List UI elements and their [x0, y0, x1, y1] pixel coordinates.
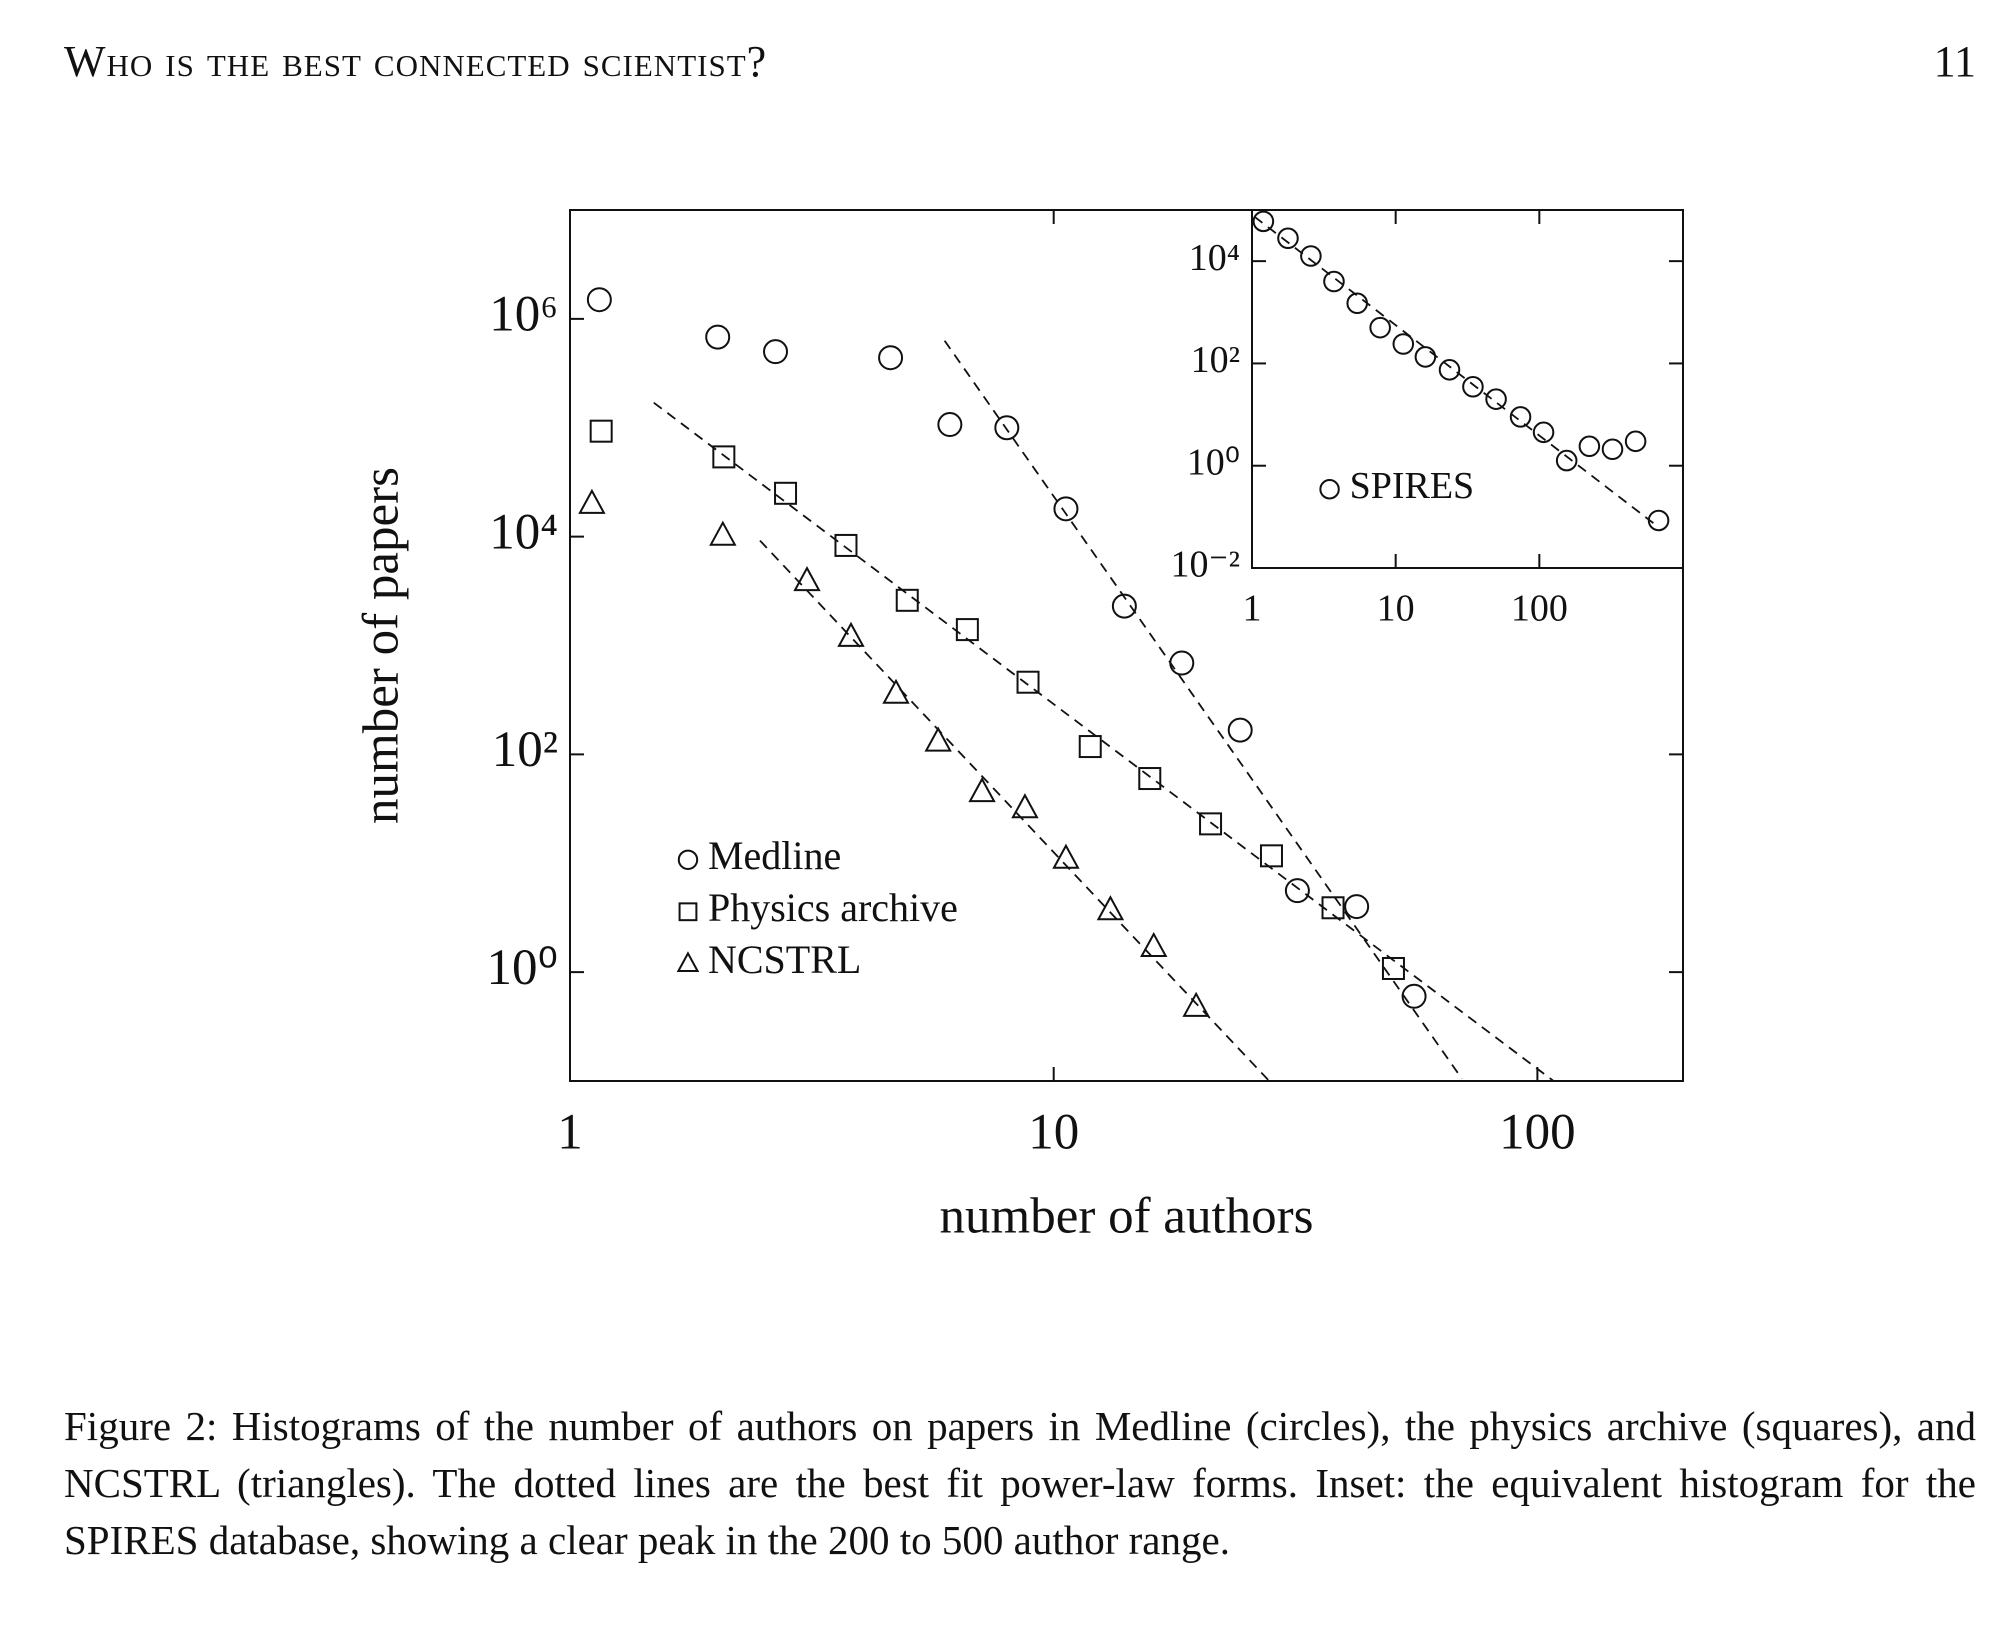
- square-marker: [1016, 670, 1040, 694]
- legend-marker: [677, 849, 699, 870]
- x-tick-label: 10: [1377, 588, 1415, 630]
- circle-marker: [1509, 406, 1532, 428]
- circle-marker: [1532, 421, 1555, 444]
- triangle-marker: [837, 621, 865, 647]
- circle-marker: [1392, 333, 1415, 355]
- y-tick-label: 10⁴: [489, 504, 558, 560]
- triangle-marker: [1052, 843, 1080, 869]
- figure-caption: Figure 2: Histograms of the number of au…: [64, 1403, 1976, 1563]
- legend-label: Medline: [708, 833, 841, 878]
- circle-marker: [1438, 359, 1461, 381]
- circle-marker: [1053, 496, 1079, 522]
- circle-marker: [1277, 227, 1299, 250]
- circle-marker: [1369, 316, 1391, 339]
- square-marker: [1199, 812, 1223, 836]
- triangle-marker: [1096, 895, 1125, 921]
- legend-marker: [678, 902, 698, 922]
- circle-marker: [1227, 717, 1253, 743]
- circle-marker: [1401, 983, 1427, 1009]
- running-head: Who is the best connected scientist?: [64, 37, 768, 86]
- circle-marker: [878, 345, 904, 371]
- x-tick-label: 100: [1499, 1105, 1576, 1161]
- circle-marker: [1485, 388, 1507, 410]
- circle-marker: [1601, 438, 1624, 461]
- circle-marker: [1624, 430, 1647, 453]
- page-number: 11: [1933, 37, 1976, 86]
- triangle-marker: [793, 566, 821, 592]
- y-tick-label: 10²: [492, 722, 558, 778]
- x-tick-label: 10: [1028, 1105, 1079, 1161]
- legend-label: SPIRES: [1350, 465, 1475, 507]
- circle-marker: [937, 412, 963, 438]
- y-tick-label: 10⁴: [1189, 237, 1240, 279]
- square-marker: [712, 445, 736, 469]
- triangle-marker: [1140, 931, 1168, 958]
- triangle-marker: [968, 777, 996, 803]
- legend-label: Physics archive: [708, 885, 958, 930]
- legend-label: NCSTRL: [708, 937, 861, 982]
- x-tick-label: 100: [1511, 588, 1568, 630]
- square-marker: [834, 533, 858, 557]
- square-marker: [895, 588, 919, 612]
- circle-marker: [1300, 245, 1322, 267]
- triangle-marker: [882, 678, 910, 704]
- circle-marker: [1344, 894, 1370, 920]
- square-marker: [1321, 896, 1345, 920]
- y-tick-label: 10⁰: [1187, 441, 1240, 483]
- circle-marker: [1323, 270, 1345, 293]
- circle-marker: [763, 339, 789, 365]
- x-tick-label: 1: [1243, 588, 1262, 630]
- square-marker: [1259, 844, 1283, 868]
- square-marker: [1138, 767, 1162, 791]
- circle-marker: [1647, 509, 1670, 532]
- circle-marker: [1169, 650, 1195, 676]
- square-marker: [589, 419, 613, 443]
- legend-marker: [1319, 479, 1340, 500]
- y-tick-label: 10⁶: [489, 287, 558, 343]
- triangle-marker: [1182, 991, 1210, 1017]
- square-marker: [1381, 956, 1405, 980]
- circle-marker: [1414, 346, 1437, 368]
- square-marker: [774, 481, 798, 505]
- x-axis-title: number of authors: [940, 1189, 1314, 1245]
- y-tick-label: 10²: [1191, 339, 1240, 381]
- circle-marker: [705, 324, 731, 350]
- y-axis-title: number of papers: [354, 467, 410, 824]
- square-marker: [1078, 735, 1102, 759]
- circle-marker: [1578, 435, 1601, 458]
- circle-marker: [994, 415, 1020, 441]
- triangle-marker: [709, 520, 737, 546]
- x-tick-label: 1: [557, 1105, 583, 1161]
- circle-marker: [1284, 878, 1310, 904]
- triangle-marker: [1011, 793, 1039, 819]
- circle-marker: [1252, 210, 1275, 233]
- legend-marker: [676, 951, 700, 972]
- fit-line: [943, 340, 1463, 1080]
- circle-marker: [1346, 292, 1368, 315]
- fit-line: [759, 539, 1270, 1082]
- triangle-marker: [924, 726, 952, 752]
- circle-marker: [1555, 449, 1578, 472]
- circle-marker: [1462, 375, 1484, 398]
- triangle-marker: [578, 488, 606, 514]
- y-tick-label: 10⁻²: [1171, 544, 1240, 586]
- square-marker: [955, 618, 979, 642]
- y-tick-label: 10⁰: [487, 940, 558, 996]
- circle-marker: [1111, 593, 1137, 619]
- circle-marker: [586, 287, 612, 313]
